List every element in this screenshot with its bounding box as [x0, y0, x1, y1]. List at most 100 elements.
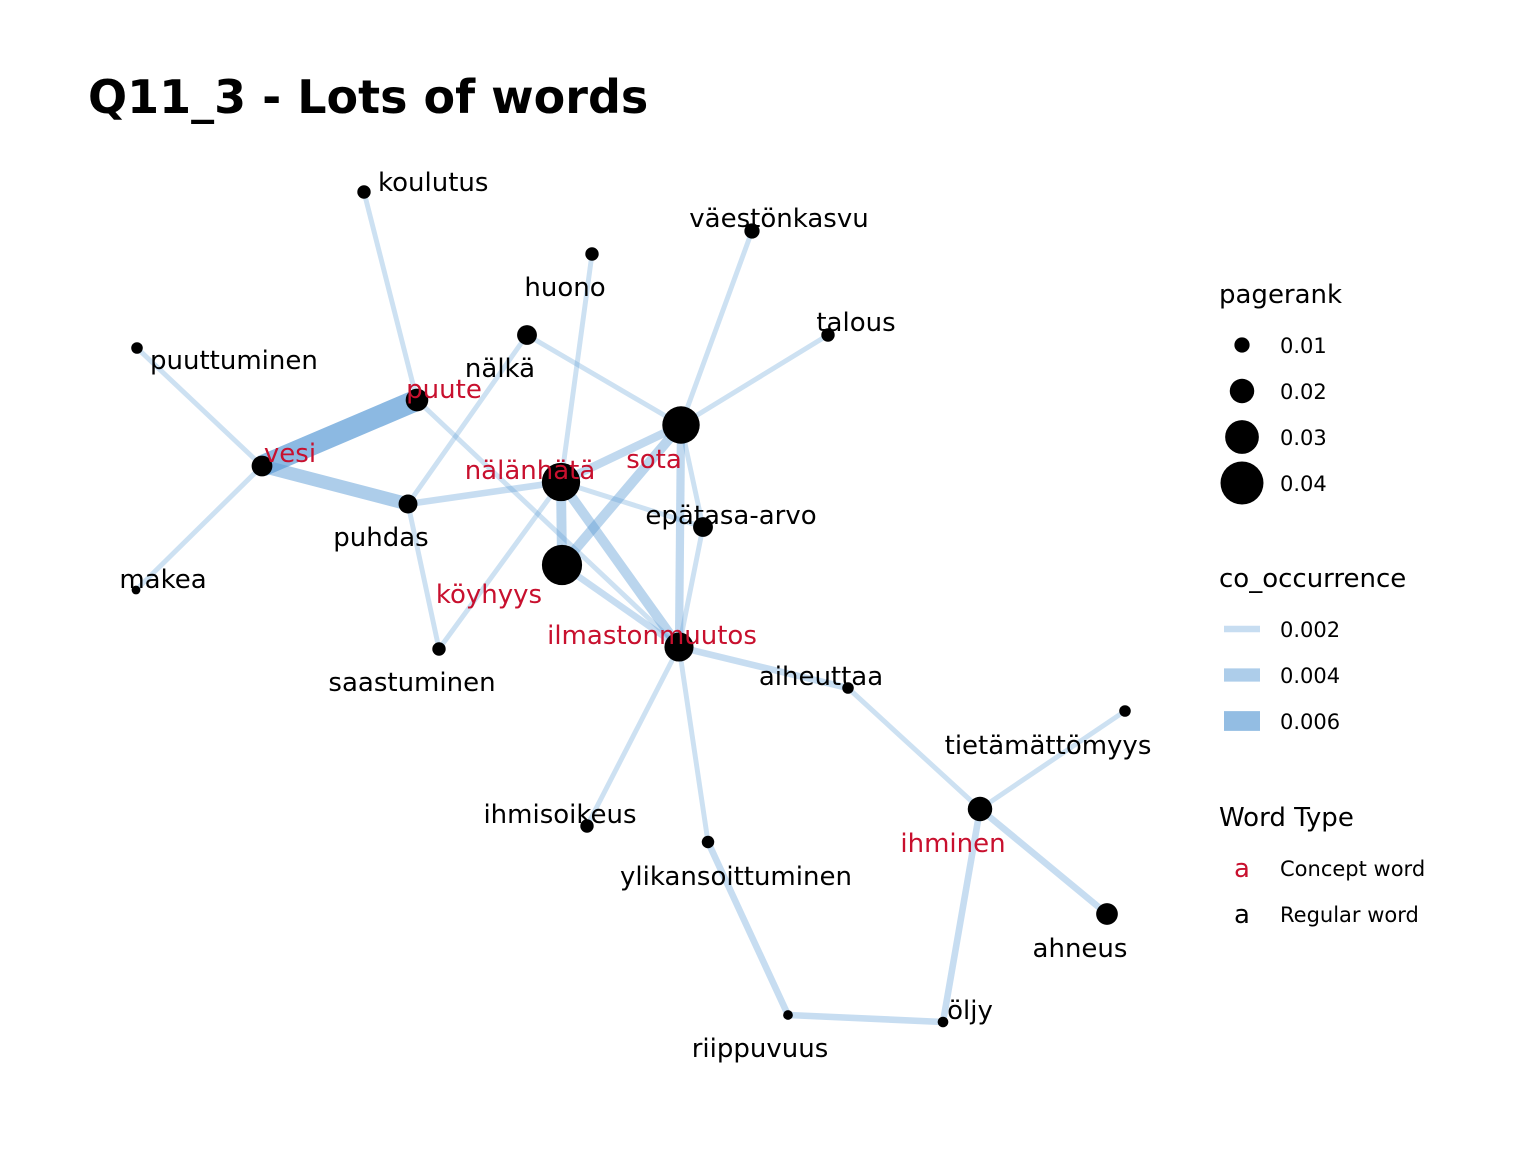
node-label-huono: huono: [524, 273, 605, 303]
node-tietamattomyys: [1119, 705, 1131, 717]
labels-layer: koulutus väestönkasvu huono talous puuttumin…: [119, 168, 1151, 1064]
node-puhdas: [398, 494, 418, 514]
node-label-ihmisoikeus: ihmisoikeus: [483, 800, 636, 830]
legend-pagerank-label-0-04: 0.04: [1280, 472, 1327, 496]
edge-vaestonkasvu-sota: [678, 230, 755, 426]
node-ylikansoittuminen: [701, 835, 715, 849]
node-vesi: [251, 455, 273, 477]
node-saastuminen: [432, 642, 446, 656]
edge-epatasa-ilmastonmuutos: [676, 526, 706, 648]
node-ilmastonmuutos: [664, 632, 694, 662]
node-nalka: [517, 325, 537, 345]
node-nalanhata: [541, 462, 581, 502]
node-label-vesi: vesi: [264, 439, 316, 469]
legend-title-word-type: Word Type: [1219, 803, 1354, 833]
node-sota: [662, 406, 700, 444]
node-label-puute: puute: [406, 375, 482, 405]
edge-puute-koulutus: [361, 191, 420, 401]
edge-talous-sota: [679, 332, 830, 428]
edge-riippuvuus-ylikansoittuminen: [705, 840, 791, 1017]
edge-ilmastonmuutos-ylikansoittuminen: [676, 646, 711, 843]
node-label-epatasa: epätasa-arvo: [645, 501, 816, 531]
legend-pagerank-label-0-02: 0.02: [1280, 380, 1327, 404]
edge-aiheuttaa-ihminen: [846, 686, 982, 811]
node-label-puhdas: puhdas: [333, 523, 428, 553]
edge-vesi-puute: [257, 390, 422, 476]
node-riippuvuus: [783, 1010, 793, 1020]
chart-title: Q11_3 - Lots of words: [88, 70, 649, 124]
edge-puhdas-nalka: [405, 333, 530, 506]
edge-puute-ilmastonmuutos: [415, 398, 681, 649]
legend-co-occurrence-label-0-004: 0.004: [1280, 664, 1340, 688]
node-ihmisoikeus: [580, 819, 594, 833]
edge-nalka-sota: [525, 332, 683, 428]
edge-huono-nalanhata: [558, 253, 595, 483]
legend-pagerank-symbol-0-02: [1229, 378, 1255, 404]
node-puute: [405, 388, 429, 412]
node-label-koyhyys: köyhyys: [436, 580, 542, 610]
edge-oljy-riippuvuus: [787, 1011, 944, 1026]
node-label-ilmastonmuutos: ilmastonmuutos: [547, 621, 757, 651]
node-oljy: [937, 1016, 949, 1028]
edge-vesi-puuttuminen: [135, 346, 264, 468]
edge-nalanhata-ilmastonmuutos: [556, 479, 684, 650]
legend-word-type-glyph-concept: a: [1234, 854, 1250, 884]
node-label-sota: sota: [626, 445, 682, 475]
node-huono: [585, 247, 599, 261]
edge-ihminen-tietamattomyys: [978, 708, 1127, 812]
edge-ihminen-oljy: [939, 808, 984, 1023]
node-koyhyys: [541, 544, 583, 586]
legend-word-type-glyph-regular: a: [1234, 900, 1250, 930]
node-ahneus: [1096, 903, 1118, 925]
legend-word-type-label-regular: Regular word: [1280, 903, 1419, 927]
legend-pagerank-symbol-0-01: [1234, 337, 1250, 353]
edge-puhdas-saastuminen: [405, 503, 442, 650]
node-label-nalanhata: nälänhätä: [465, 456, 596, 486]
edge-nalanhata-epatasa: [560, 479, 704, 530]
node-koulutus: [357, 185, 371, 199]
legend-co-occurrence-label-0-002: 0.002: [1280, 618, 1340, 642]
node-label-vaestonkasvu: väestönkasvu: [689, 204, 868, 234]
node-label-nalka: nälkä: [465, 354, 535, 384]
node-label-tietamattomyys: tietämättömyys: [945, 731, 1152, 761]
node-epatasa: [693, 517, 713, 537]
legend-pagerank-symbol-0-04: [1220, 461, 1264, 505]
legend-word-type-label-concept: Concept word: [1280, 857, 1425, 881]
node-label-saastuminen: saastuminen: [328, 668, 495, 698]
node-label-oljy: öljy: [947, 996, 993, 1026]
edge-ilmastonmuutos-ihmisoikeus: [584, 645, 682, 828]
node-label-aiheuttaa: aiheuttaa: [759, 662, 883, 692]
edge-vesi-puhdas: [260, 459, 410, 511]
legend-pagerank-label-0-03: 0.03: [1280, 426, 1327, 450]
node-ihminen: [967, 796, 993, 822]
edge-nalanhata-saastuminen: [437, 480, 563, 651]
node-label-talous: talous: [816, 308, 895, 338]
edges-layer: [134, 191, 1127, 1026]
edge-vesi-makea: [134, 464, 264, 592]
edge-ilmastonmuutos-aiheuttaa: [678, 643, 849, 692]
node-vaestonkasvu: [744, 223, 760, 239]
legend-pagerank-symbol-0-03: [1225, 420, 1259, 454]
node-makea: [131, 585, 141, 595]
legend-title-pagerank: pagerank: [1219, 280, 1342, 310]
legend: pagerank 0.01 0.02 0.03 0.04 co_occurrence 0.0…: [1219, 280, 1425, 930]
legend-co-occurrence-label-0-006: 0.006: [1280, 710, 1340, 734]
edge-ihminen-ahneus: [977, 806, 1110, 917]
edge-puhdas-nalanhata: [407, 478, 562, 508]
node-label-ihminen: ihminen: [900, 829, 1005, 859]
node-label-koulutus: koulutus: [378, 168, 488, 198]
node-label-riippuvuus: riippuvuus: [692, 1034, 829, 1064]
legend-pagerank-label-0-01: 0.01: [1280, 334, 1327, 358]
edge-sota-ilmastonmuutos: [674, 424, 686, 648]
node-talous: [821, 328, 835, 342]
legend-title-co-occurrence: co_occurrence: [1219, 564, 1406, 594]
node-label-puuttuminen: puuttuminen: [150, 346, 318, 376]
nodes-layer: [131, 185, 1131, 1028]
node-label-makea: makea: [119, 565, 206, 595]
edge-koyhyys-ilmastonmuutos: [560, 562, 681, 650]
node-puuttuminen: [131, 342, 143, 354]
node-aiheuttaa: [842, 682, 854, 694]
edge-sota-koyhyys: [558, 421, 685, 569]
node-label-ahneus: ahneus: [1033, 934, 1128, 964]
